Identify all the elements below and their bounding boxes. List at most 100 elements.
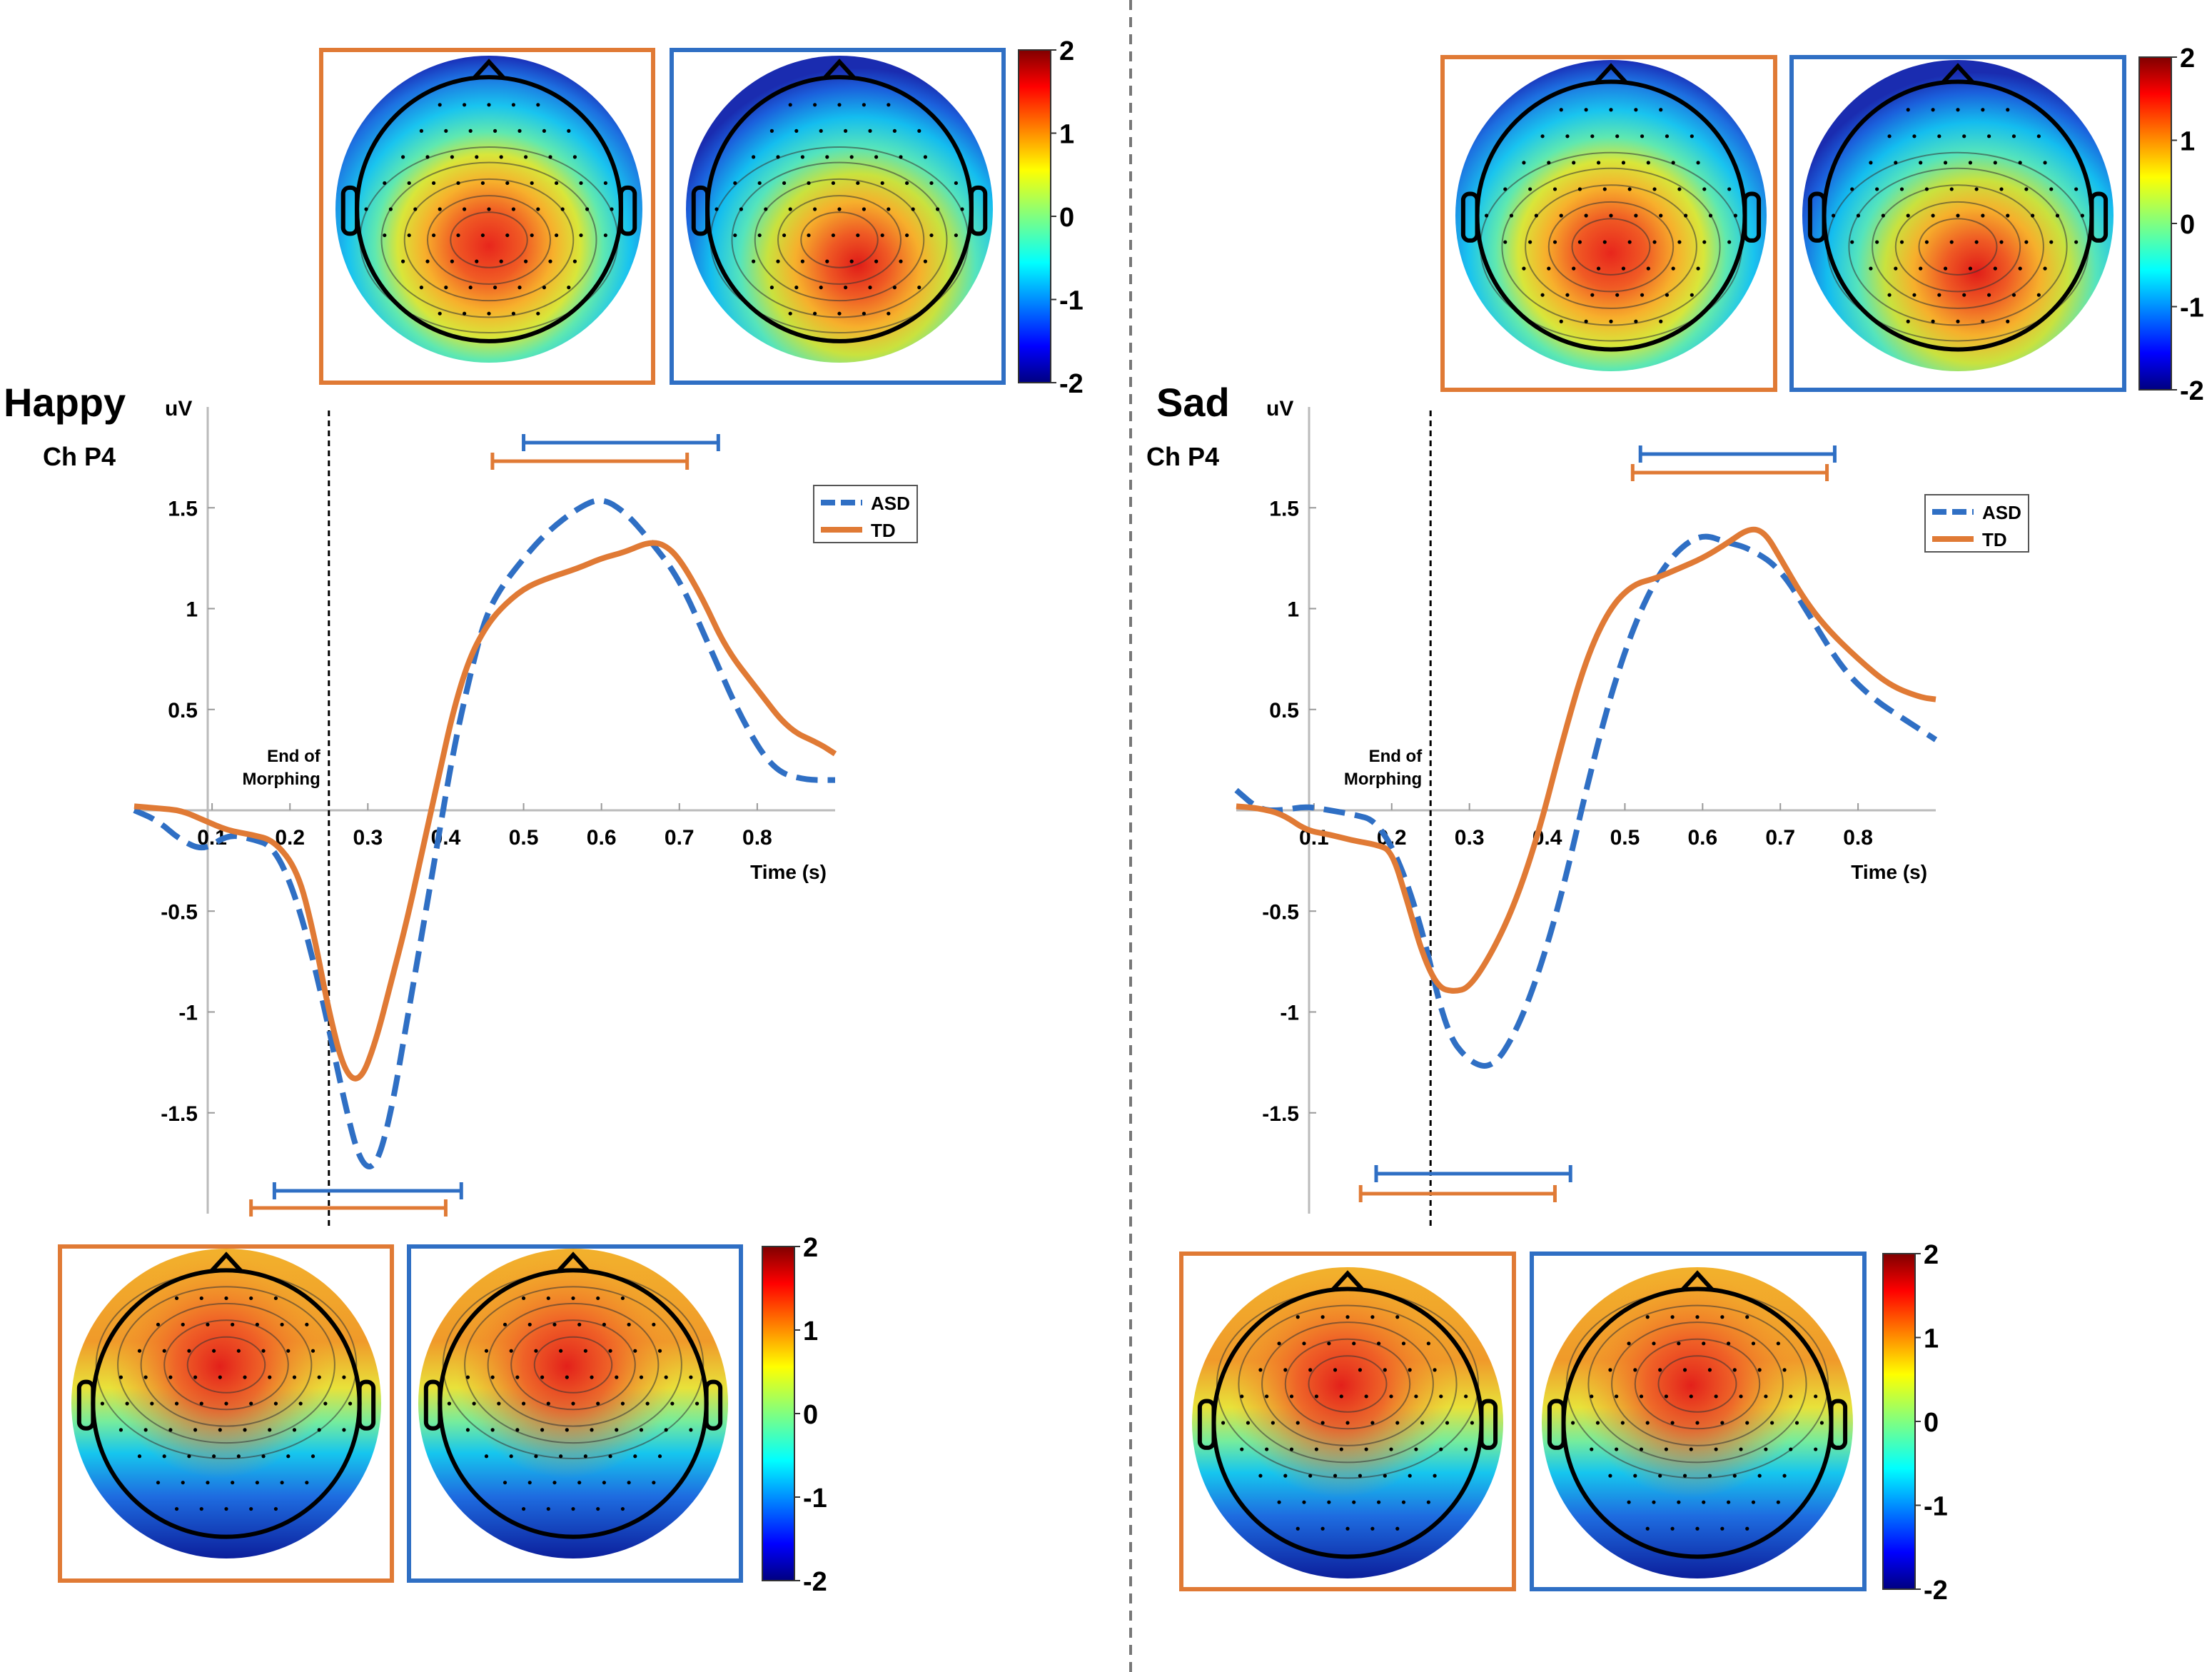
electrode-dot (752, 155, 756, 159)
electrode-dot (1850, 240, 1854, 244)
series-line-asd (133, 498, 835, 1169)
colorbar-tick-label: 1 (1059, 120, 1074, 150)
electrode-dot (596, 1401, 600, 1406)
electrode-dot (577, 1481, 582, 1485)
electrode-dot (1962, 134, 1966, 139)
electrode-dot (583, 1349, 587, 1353)
electrode-dot (1682, 1368, 1687, 1372)
electrode-dot (1962, 293, 1966, 297)
electrode-dot (1689, 1447, 1693, 1451)
electrode-dot (1308, 1474, 1313, 1478)
electrode-dot (468, 286, 473, 290)
electrode-dot (310, 1349, 315, 1353)
electrode-dot (1732, 1368, 1737, 1372)
electrode-dot (1993, 266, 1997, 271)
electrode-dot (1265, 1394, 1269, 1399)
x-tick-label: 0.3 (1455, 826, 1485, 850)
electrode-dot (1987, 134, 1991, 139)
electrode-dot (1345, 1526, 1350, 1531)
colorbar-tick-label: 2 (1059, 36, 1074, 66)
electrode-dot (868, 129, 872, 133)
electrode-dot (1789, 1447, 1793, 1451)
electrode-dot (862, 207, 866, 211)
electrode-dot (1707, 1474, 1712, 1478)
electrode-dot (620, 1296, 625, 1301)
electrode-dot (1782, 1474, 1787, 1478)
electrode-dot (608, 1454, 612, 1459)
electrode-dot (505, 233, 510, 238)
electrode-dot (1327, 1500, 1331, 1504)
electrode-dot (1627, 187, 1632, 191)
electrode-dot (1652, 240, 1657, 244)
electrode-dot (1509, 213, 1514, 218)
electrode-dot (268, 1428, 272, 1432)
colorbar-gradient (762, 1246, 795, 1581)
topomap-contour (1611, 1321, 1784, 1446)
electrode-dot (255, 1322, 259, 1326)
electrode-dot (2055, 213, 2060, 218)
electrode-dot (1364, 1447, 1368, 1451)
topomap-scalp (335, 56, 642, 363)
electrode-dot (596, 1296, 600, 1301)
electrode-dot (1221, 1421, 1226, 1425)
electrode-dot (407, 233, 411, 238)
y-tick-label: -0.5 (161, 900, 198, 924)
electrode-dot (1887, 134, 1892, 139)
electrode-dot (540, 1375, 545, 1379)
electrode-dot (1690, 134, 1694, 139)
electrode-dot (540, 1428, 545, 1432)
electrode-dot (515, 1375, 520, 1379)
electrode-dot (1671, 161, 1675, 165)
electrode-dot (559, 1454, 563, 1459)
electrode-dot (752, 259, 756, 263)
electrode-dot (1590, 1447, 1594, 1451)
electrode-dot (1377, 1341, 1381, 1346)
y-tick-label: 1.5 (168, 497, 198, 520)
topomap-scalp (1192, 1267, 1503, 1578)
electrode-dot (187, 1454, 191, 1459)
electrode-dot (1919, 161, 1923, 165)
series-line-asd (1234, 533, 1938, 1069)
electrode-dot (1899, 240, 1904, 244)
legend-box (813, 485, 918, 543)
electrode-dot (590, 1375, 594, 1379)
electrode-dot (1814, 1447, 1818, 1451)
electrode-dot (1665, 293, 1670, 297)
electrode-dot (1590, 293, 1595, 297)
electrode-dot (432, 181, 436, 186)
electrode-dot (1401, 1500, 1406, 1504)
electrode-dot (813, 207, 817, 211)
legend: ASD TD (1924, 494, 2029, 553)
electrode-dot (1640, 293, 1645, 297)
electrode-dot (1571, 1421, 1575, 1425)
electrode-dot (572, 259, 577, 263)
electrode-dot (2049, 240, 2054, 244)
colorbar-tick-label: -2 (2180, 376, 2204, 406)
electrode-dot (1974, 187, 1979, 191)
electrode-dot (1956, 319, 1960, 323)
electrode-dot (1720, 1421, 1724, 1425)
electrode-dot (468, 129, 473, 133)
electrode-dot (954, 181, 958, 186)
electrode-dot (1345, 1315, 1350, 1319)
sad-colorbar-top: 2 1 0 -1 -2 (2138, 44, 2204, 406)
electrode-dot (168, 1428, 173, 1432)
electrode-dot (1339, 1394, 1343, 1399)
y-axis-label: uV (165, 397, 192, 420)
topomap-contour (1261, 1321, 1434, 1446)
topomap-scalp (71, 1249, 381, 1558)
electrode-dot (521, 1401, 526, 1406)
electrode-dot (819, 129, 823, 133)
electrode-dot (1445, 1421, 1450, 1425)
electrode-dot (1289, 1394, 1294, 1399)
electrode-dot (1695, 1421, 1700, 1425)
topomap-contour (1284, 1338, 1411, 1430)
marker-label-line1: End of (1369, 747, 1423, 766)
electrode-dot (1414, 1447, 1418, 1451)
electrode-dot (1695, 1526, 1700, 1531)
electrode-dot (1745, 1526, 1749, 1531)
electrode-dot (1670, 1421, 1675, 1425)
electrode-dot (695, 1401, 700, 1406)
topomap-contour (1238, 1304, 1458, 1464)
